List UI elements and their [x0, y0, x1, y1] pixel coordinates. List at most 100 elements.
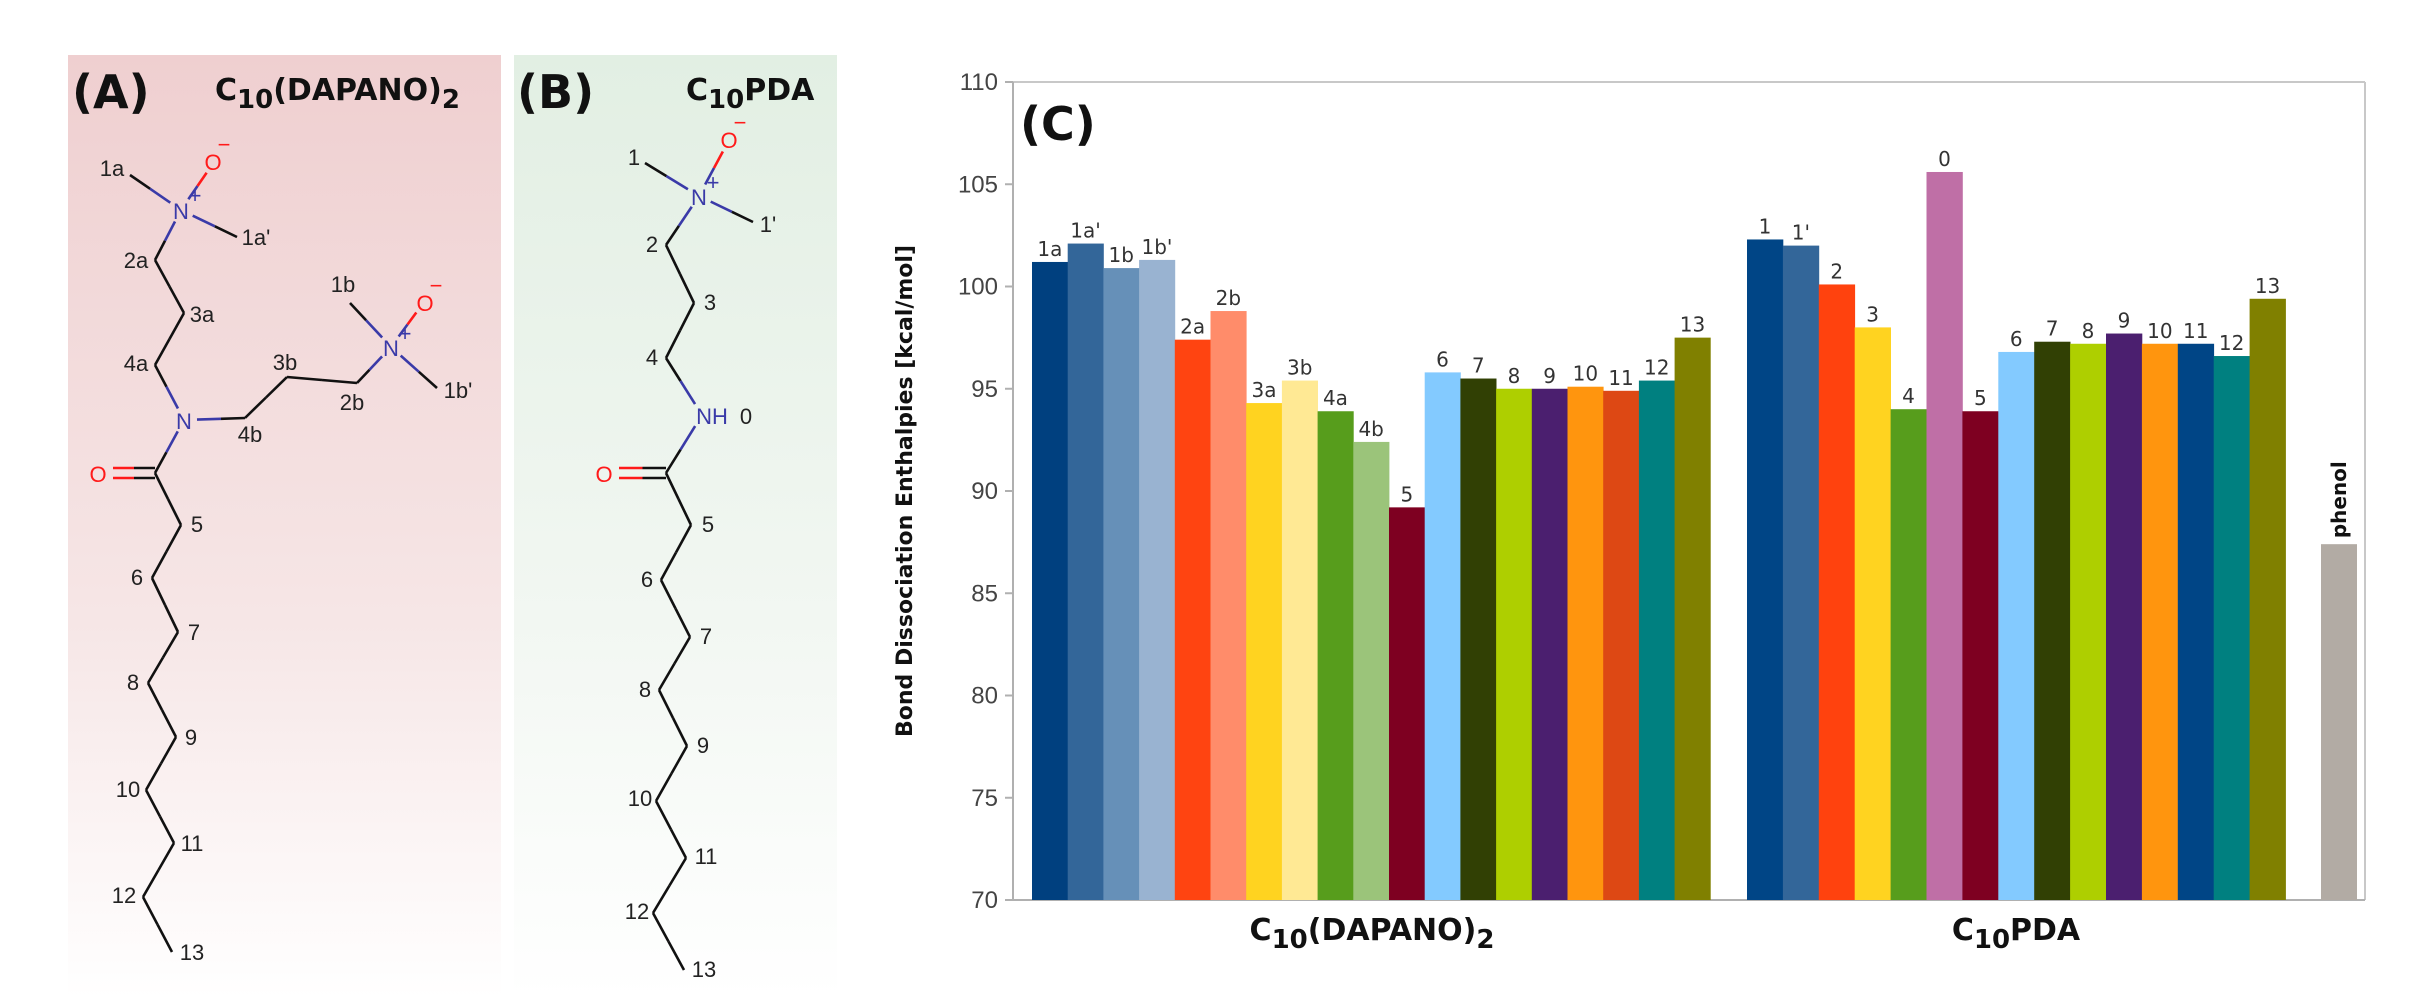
bond [368, 355, 384, 371]
bar-data-label: 11 [1608, 366, 1633, 390]
bond [158, 815, 176, 844]
bar-data-label: 8 [2082, 319, 2095, 343]
nitrogen-atom-label: + [399, 321, 412, 346]
bond [150, 550, 168, 579]
bar-c10pda-9 [2106, 333, 2143, 900]
bond [356, 368, 371, 384]
panel-b-formula: C10PDA [686, 73, 815, 115]
bar-c10-dapano2-3a [1246, 403, 1283, 900]
y-ticks: 70 75 80 85 90 95 100 105 110 [958, 69, 1013, 914]
bond [153, 259, 171, 288]
bond [349, 302, 368, 322]
bar-phenol [2321, 544, 2357, 900]
atom-number-label: 9 [185, 725, 197, 750]
bar-data-label: 9 [1543, 364, 1556, 388]
bond [220, 416, 246, 421]
bond [657, 662, 676, 691]
atom-number-label: 0 [740, 404, 752, 429]
bond [670, 745, 689, 775]
bond [160, 709, 178, 738]
y-tick-label: 90 [971, 478, 998, 505]
bar-c10-dapano2-3b [1281, 380, 1318, 900]
bar-c10-dapano2-2b [1210, 311, 1247, 900]
bond [397, 323, 409, 338]
bar-c10-dapano2-12 [1638, 380, 1675, 900]
bar-c10-dapano2-5 [1389, 507, 1426, 900]
atom-number-label: 4b [238, 422, 262, 447]
bar-c10-dapano2-6 [1424, 372, 1461, 900]
bond [664, 448, 682, 474]
bond [710, 200, 733, 213]
bond [321, 378, 358, 385]
bond [166, 498, 183, 526]
nitrogen-atom-label: + [707, 170, 720, 195]
panel-a: (A) C10(DAPANO)2 N+O−NN+O−O1a1a'2a3a4a4b… [68, 55, 501, 998]
atom-number-label: 11 [181, 831, 204, 856]
bond [664, 472, 680, 500]
bond [163, 220, 177, 242]
panel-a-tag: (A) [72, 65, 150, 119]
bar-c10-dapano2-8 [1496, 388, 1533, 900]
atom-number-label: 6 [131, 565, 143, 590]
bond [141, 896, 159, 926]
y-axis-label: Bond Dissociation Enthalpies [kcal/mol] [893, 245, 918, 737]
bond [674, 524, 693, 554]
bar-c10-dapano2-4a [1317, 411, 1354, 900]
bond [157, 842, 176, 871]
bar-data-label: 1' [1792, 221, 1810, 245]
bar-data-label: 13 [1680, 313, 1705, 337]
bar-c10pda-7 [2034, 341, 2071, 901]
atom-number-label: 3a [190, 302, 215, 327]
y-tick-label: 75 [971, 785, 998, 812]
bond [146, 656, 165, 684]
panel-b-tag: (B) [517, 65, 594, 119]
bar-c10-dapano2-1a [1032, 261, 1069, 901]
bond [265, 376, 288, 399]
bond [153, 240, 167, 261]
oxygen-atom-label: − [218, 132, 231, 157]
bar-data-label: 1 [1759, 214, 1772, 238]
bar-c10-dapano2-7 [1460, 378, 1497, 900]
bond [196, 171, 208, 187]
bond [678, 302, 696, 332]
bond [678, 273, 696, 304]
bond [192, 214, 216, 228]
bond [667, 940, 686, 971]
bar-c10-dapano2-1bp [1139, 259, 1176, 900]
bar-c10pda-5 [1962, 411, 1999, 900]
bond [654, 772, 673, 802]
oxygen-atom-label: O [89, 462, 106, 487]
bar-data-label: 6 [1436, 347, 1449, 371]
y-tick-label: 110 [960, 69, 998, 96]
bond [144, 789, 162, 818]
atom-number-label: 12 [112, 883, 136, 908]
bond [165, 524, 183, 553]
bond [165, 430, 179, 453]
atom-number-label: 2a [124, 248, 149, 273]
bar-c10pda-4 [1890, 409, 1927, 900]
atom-number-label: 10 [628, 786, 652, 811]
y-tick-label: 80 [971, 683, 998, 710]
atom-number-label: 12 [625, 899, 649, 924]
bond [149, 187, 172, 204]
atom-number-label: 3b [273, 350, 297, 375]
nitrogen-atom-label: + [189, 183, 202, 208]
bar-c10pda-10 [2141, 343, 2179, 900]
atom-number-label: 3 [704, 290, 716, 315]
bar-data-label: 3 [1866, 302, 1879, 326]
atom-number-label: 5 [702, 512, 714, 537]
bar-data-label: 3b [1287, 356, 1312, 380]
bond [156, 923, 174, 953]
bar-data-label: 10 [2147, 319, 2172, 343]
bar-data-label: 7 [1472, 354, 1485, 378]
nitrogen-atom-label: N [383, 336, 399, 361]
bar-data-label: 12 [1644, 356, 1669, 380]
oxygen-atom-label: − [430, 273, 443, 298]
structure-c10-dapano2: N+O−NN+O−O1a1a'2a3a4a4b3b2b1b1b'56789101… [89, 132, 472, 965]
bond [159, 736, 178, 765]
bar-data-label: 7 [2046, 317, 2059, 341]
